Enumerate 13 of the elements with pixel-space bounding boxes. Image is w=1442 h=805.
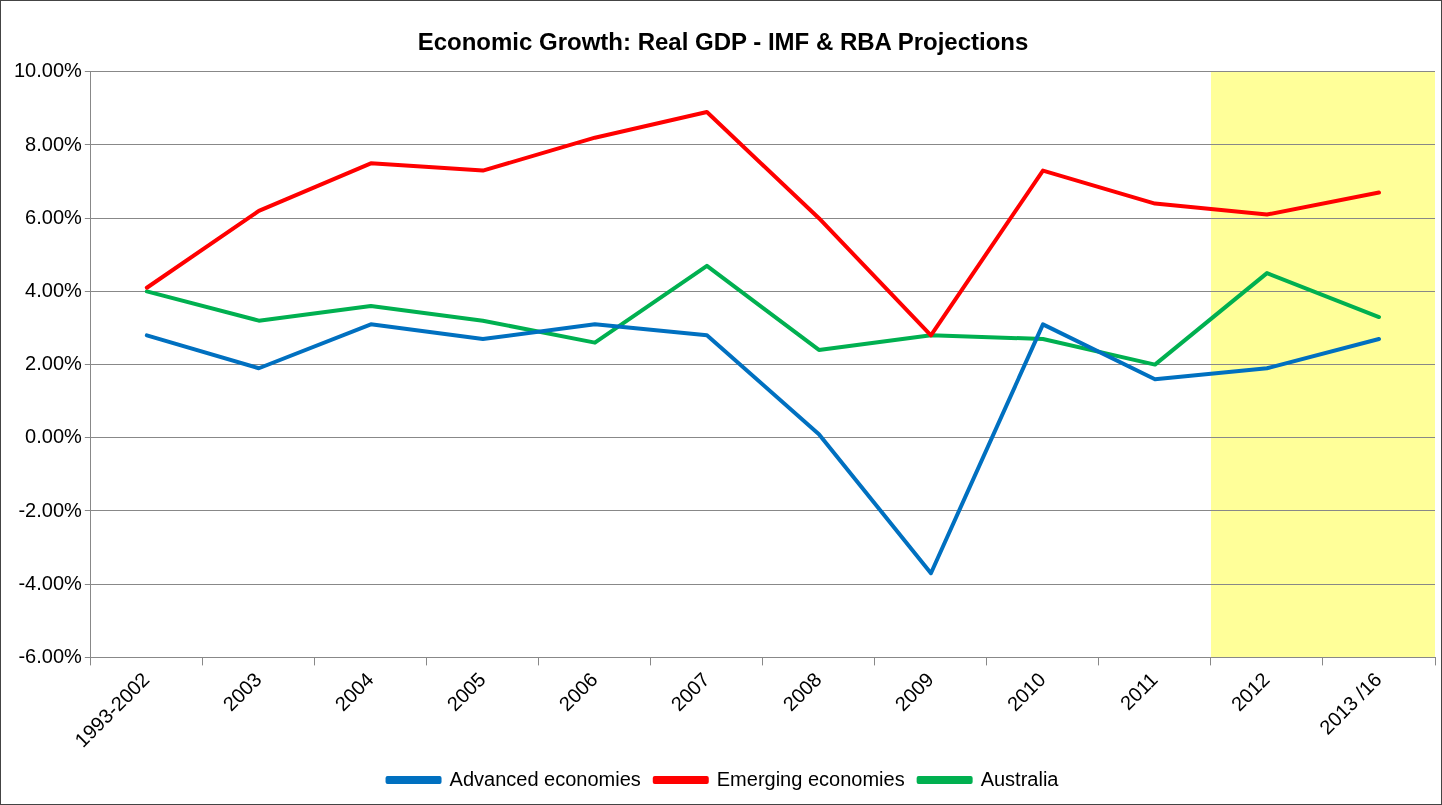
- y-tick-label: 6.00%: [25, 205, 83, 228]
- y-tick-label: -4.00%: [18, 571, 83, 594]
- y-tick-label: 0.00%: [25, 425, 83, 448]
- y-tick-label: 2.00%: [25, 352, 83, 375]
- y-tick-label: 10.00%: [13, 59, 83, 82]
- y-tick-label: -2.00%: [18, 498, 83, 521]
- y-tick-label: 4.00%: [25, 278, 83, 301]
- legend-label: Advanced economies: [449, 767, 641, 790]
- legend-label: Australia: [980, 767, 1060, 790]
- chart-title: Economic Growth: Real GDP - IMF & RBA Projections: [417, 28, 1029, 56]
- y-tick-label: -6.00%: [18, 644, 83, 667]
- y-tick-label: 8.00%: [25, 132, 83, 155]
- legend-label: Emerging economies: [716, 767, 905, 790]
